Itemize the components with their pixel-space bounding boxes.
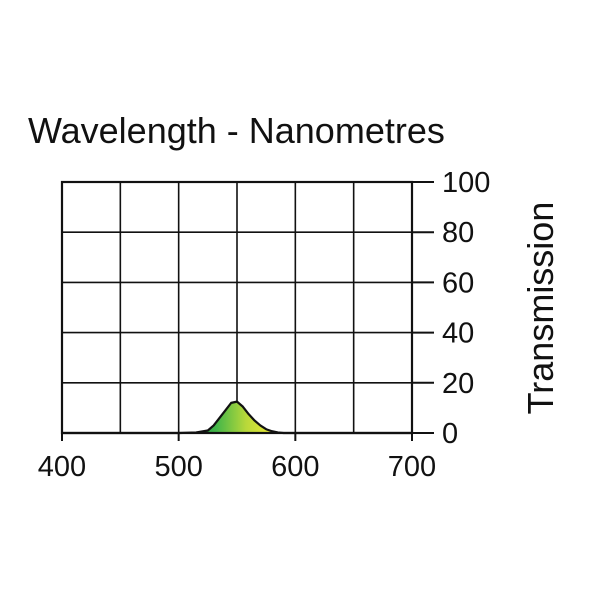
y-tick-label-100: 100 (442, 167, 490, 199)
y-tick-label-0: 0 (442, 418, 458, 450)
plot-border (60, 180, 414, 435)
x-axis: 400 500 600 700 (38, 433, 436, 483)
y-tick-label-40: 40 (442, 318, 474, 350)
y-axis: 0 20 40 60 80 100 (412, 167, 490, 450)
y-tick-label-20: 20 (442, 368, 474, 400)
x-tick-label-700: 700 (388, 451, 436, 483)
y-axis-title: Transmission (520, 202, 561, 415)
x-tick-label-500: 500 (154, 451, 202, 483)
y-tick-label-80: 80 (442, 217, 474, 249)
x-tick-label-600: 600 (271, 451, 319, 483)
data-area (62, 400, 412, 435)
transmission-fill (178, 401, 284, 433)
y-tick-label-60: 60 (442, 267, 474, 299)
plot-frame (60, 180, 414, 435)
chart-title: Wavelength - Nanometres (28, 110, 445, 151)
x-tick-label-400: 400 (38, 451, 86, 483)
grid (61, 181, 413, 434)
